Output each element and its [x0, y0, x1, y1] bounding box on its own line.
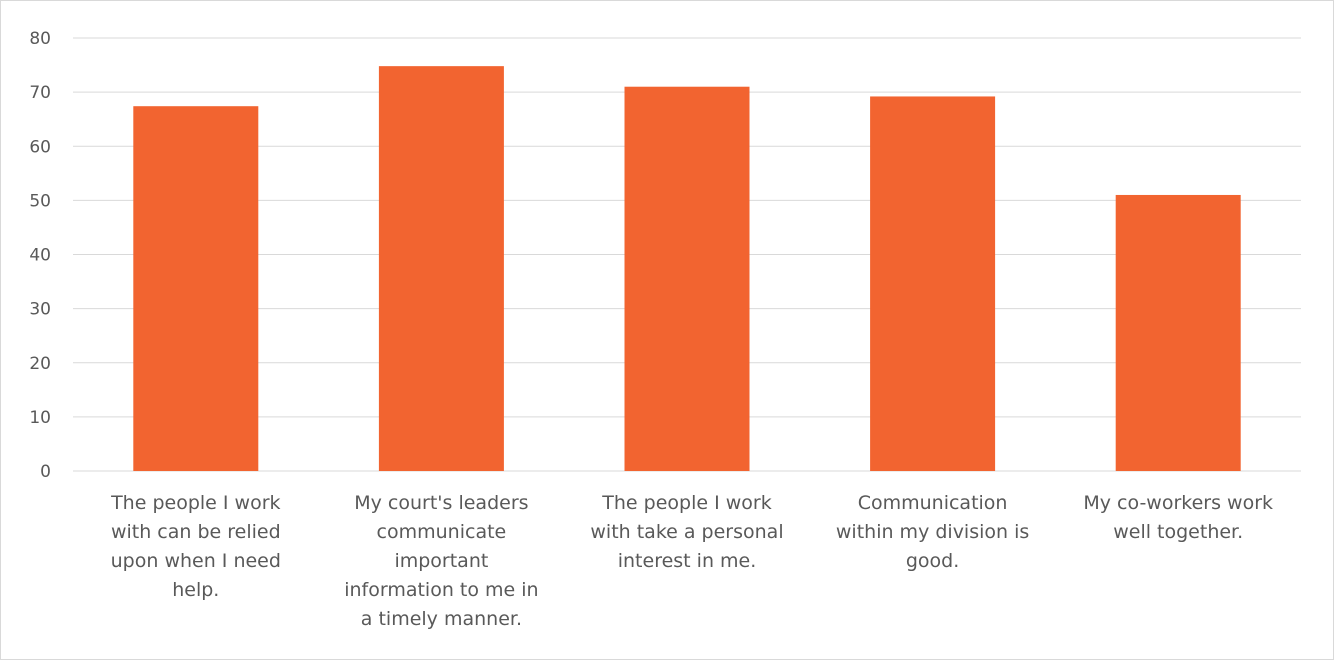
y-axis-tick-labels: 0 10 20 30 40 50 60 70 80	[29, 29, 51, 482]
bars	[133, 66, 1241, 472]
category-label-line: communicate	[377, 521, 507, 543]
category-label-line: important	[394, 550, 488, 572]
category-label-line: The people I work	[601, 492, 771, 514]
category-label-line: My co-workers work	[1083, 492, 1273, 514]
category-label-line: Communication	[858, 492, 1008, 514]
y-tick-label: 70	[29, 83, 51, 103]
category-label-line: The people I work	[110, 492, 280, 514]
category-label-line: information to me in	[344, 579, 538, 601]
y-tick-label: 40	[29, 246, 51, 266]
category-label-2: My court's leaders communicate important in…	[344, 492, 538, 630]
bar-2	[378, 66, 504, 472]
bar-5	[1115, 194, 1241, 471]
y-tick-label: 10	[29, 408, 51, 428]
category-label-line: interest in me.	[618, 550, 757, 572]
category-label-line: help.	[172, 579, 219, 601]
category-label-line: upon when I need	[111, 550, 281, 572]
y-tick-label: 30	[29, 300, 51, 320]
category-label-line: with take a personal	[590, 521, 783, 543]
category-label-line: with can be relied	[111, 521, 281, 543]
category-label-1: The people I work with can be relied upon …	[110, 492, 281, 601]
category-label-4: Communication within my division is good.	[836, 492, 1029, 572]
y-tick-label: 60	[29, 137, 51, 157]
x-axis-category-labels: The people I work with can be relied upon …	[110, 492, 1273, 630]
category-label-5: My co-workers work well together.	[1083, 492, 1273, 543]
category-label-line: within my division is	[836, 521, 1029, 543]
category-label-line: good.	[906, 550, 959, 572]
bar-4	[870, 96, 996, 471]
y-tick-label: 20	[29, 354, 51, 374]
bar-chart: 0 10 20 30 40 50 60 70 80 The people I work with …	[29, 29, 1301, 630]
y-tick-label: 50	[29, 191, 51, 211]
bar-3	[624, 86, 750, 472]
category-label-line: well together.	[1113, 521, 1243, 543]
bar-1	[133, 106, 259, 471]
category-label-line: My court's leaders	[354, 492, 528, 514]
category-label-line: a timely manner.	[361, 608, 522, 630]
y-tick-label: 0	[40, 462, 51, 482]
category-label-3: The people I work with take a personal int…	[590, 492, 783, 572]
y-tick-label: 80	[29, 29, 51, 49]
